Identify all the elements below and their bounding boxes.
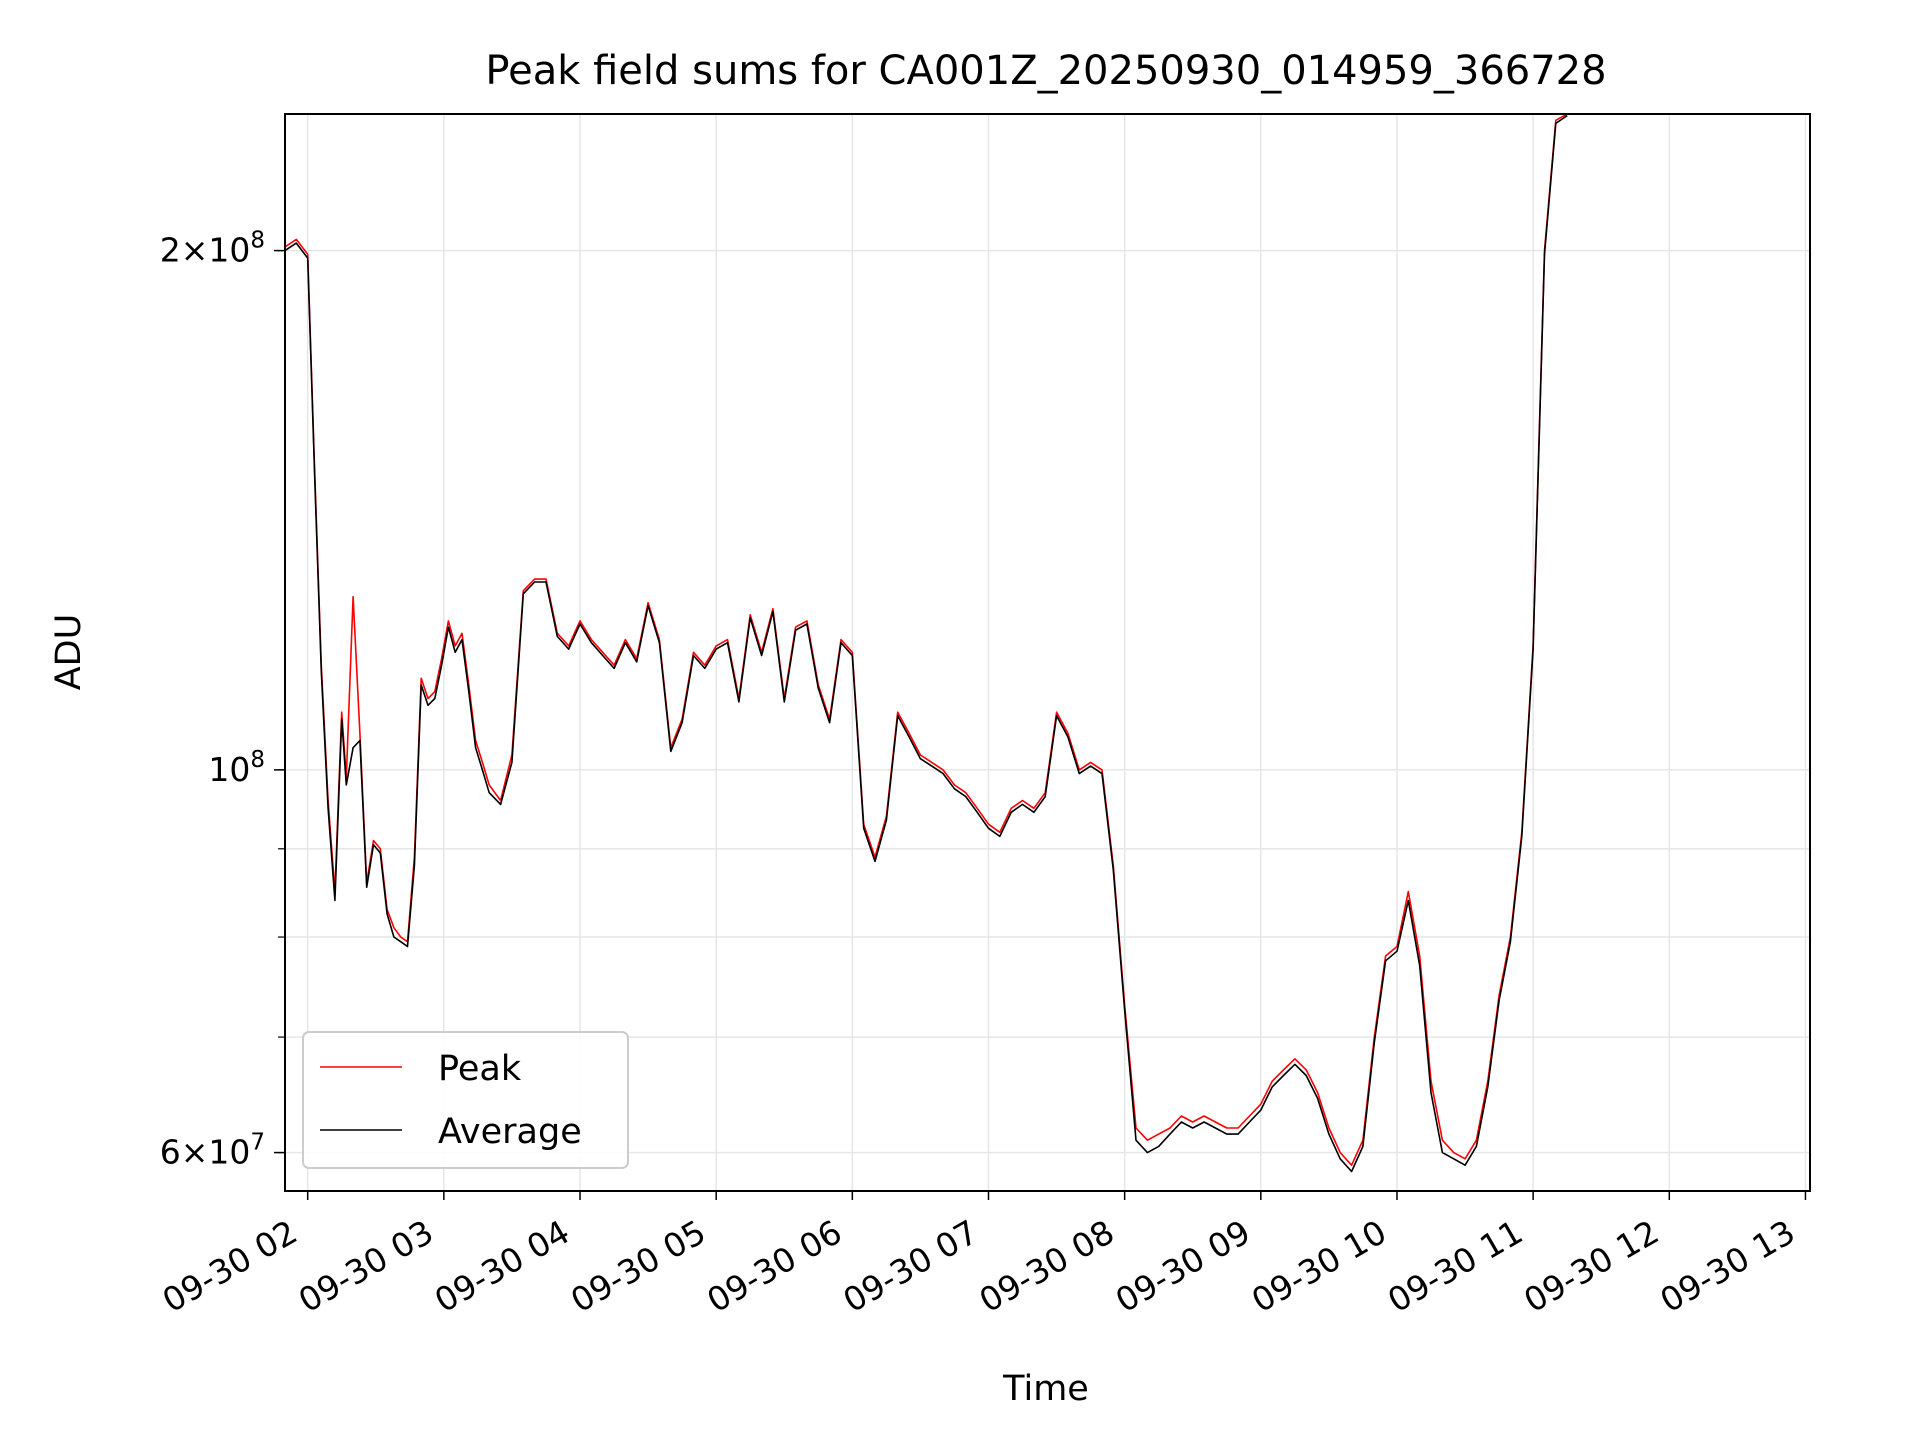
x-tick-label: 09-30 05 — [564, 1212, 712, 1320]
grid — [285, 114, 1810, 1191]
x-tick-label: 09-30 06 — [700, 1212, 848, 1320]
x-tick-label: 09-30 13 — [1653, 1212, 1801, 1320]
plot-frame — [284, 113, 1811, 1192]
chart-title: Peak field sums for CA001Z_20250930_0149… — [485, 48, 1606, 94]
legend-box — [302, 1031, 629, 1169]
y-axis: 6×107 108 2×108 — [160, 228, 285, 1172]
x-tick-label: 09-30 12 — [1517, 1212, 1665, 1320]
y-tick-label: 108 — [208, 747, 265, 789]
x-axis-label: Time — [1002, 1369, 1089, 1409]
x-tick-label: 09-30 10 — [1245, 1212, 1393, 1320]
y-tick-label: 6×107 — [160, 1130, 265, 1172]
y-axis-label: ADU — [49, 614, 89, 691]
x-tick-label: 09-30 09 — [1109, 1212, 1257, 1320]
x-tick-label: 09-30 03 — [292, 1212, 440, 1320]
y-tick-label: 2×108 — [160, 228, 265, 270]
x-tick-label: 09-30 04 — [428, 1212, 576, 1320]
series-line-peak — [285, 114, 1568, 1166]
x-tick-label: 09-30 02 — [156, 1212, 304, 1320]
series-line-average — [285, 114, 1568, 1173]
x-tick-label: 09-30 08 — [973, 1212, 1121, 1320]
legend-label-peak: Peak — [438, 1049, 522, 1089]
x-tick-label: 09-30 11 — [1381, 1212, 1529, 1320]
legend: Peak Average — [302, 1031, 629, 1169]
series-group — [285, 114, 1568, 1173]
legend-label-average: Average — [438, 1112, 582, 1152]
x-tick-label: 09-30 07 — [837, 1212, 985, 1320]
